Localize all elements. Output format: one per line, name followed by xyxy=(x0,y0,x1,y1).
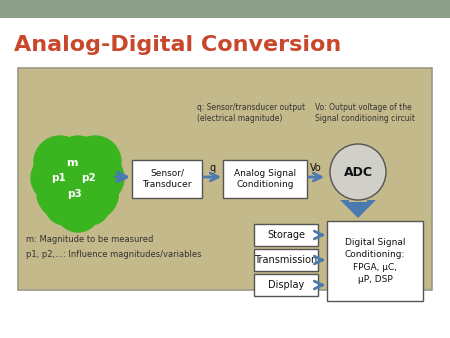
Circle shape xyxy=(56,188,100,232)
Circle shape xyxy=(76,154,124,202)
Text: Vo: Vo xyxy=(310,163,322,173)
Circle shape xyxy=(34,136,86,188)
FancyBboxPatch shape xyxy=(254,224,318,246)
FancyBboxPatch shape xyxy=(0,18,450,338)
Circle shape xyxy=(56,136,100,180)
Circle shape xyxy=(70,171,118,219)
Text: m: m xyxy=(66,158,78,168)
Polygon shape xyxy=(340,200,376,218)
FancyBboxPatch shape xyxy=(327,221,423,301)
Text: q: Sensor/transducer output
(electrical magnitude): q: Sensor/transducer output (electrical … xyxy=(197,103,305,123)
FancyBboxPatch shape xyxy=(18,68,432,290)
Text: Vo: Output voltage of the
Signal conditioning circuit: Vo: Output voltage of the Signal conditi… xyxy=(315,103,415,123)
Text: q: q xyxy=(210,163,216,173)
Circle shape xyxy=(56,174,100,218)
Circle shape xyxy=(68,150,108,190)
Text: Sensor/
Transducer: Sensor/ Transducer xyxy=(142,169,192,189)
Circle shape xyxy=(69,136,121,188)
Text: p1, p2,...: Influence magnitudes/variables: p1, p2,...: Influence magnitudes/variabl… xyxy=(26,250,202,259)
FancyBboxPatch shape xyxy=(0,0,450,18)
Text: Display: Display xyxy=(268,280,304,290)
Circle shape xyxy=(330,144,386,200)
Circle shape xyxy=(40,137,116,213)
Text: p3: p3 xyxy=(67,189,81,199)
Text: p1: p1 xyxy=(50,173,65,183)
Circle shape xyxy=(82,177,118,213)
Circle shape xyxy=(66,166,106,206)
Text: m: Magnitude to be measured: m: Magnitude to be measured xyxy=(26,235,153,244)
Circle shape xyxy=(38,171,86,219)
Text: Analog-Digital Conversion: Analog-Digital Conversion xyxy=(14,35,341,55)
Circle shape xyxy=(70,185,110,225)
Circle shape xyxy=(45,185,85,225)
Text: Transmission: Transmission xyxy=(254,255,318,265)
Text: Storage: Storage xyxy=(267,230,305,240)
Text: ADC: ADC xyxy=(343,166,373,178)
Circle shape xyxy=(50,166,90,206)
Text: Analog Signal
Conditioning: Analog Signal Conditioning xyxy=(234,169,296,189)
Circle shape xyxy=(37,177,73,213)
FancyBboxPatch shape xyxy=(254,274,318,296)
Text: Digital Signal
Conditioning:
FPGA, μC,
μP, DSP: Digital Signal Conditioning: FPGA, μC, μ… xyxy=(345,238,405,284)
FancyBboxPatch shape xyxy=(132,160,202,198)
Circle shape xyxy=(48,150,88,190)
FancyBboxPatch shape xyxy=(254,249,318,271)
Text: p2: p2 xyxy=(81,173,95,183)
Circle shape xyxy=(31,154,79,202)
FancyBboxPatch shape xyxy=(223,160,307,198)
